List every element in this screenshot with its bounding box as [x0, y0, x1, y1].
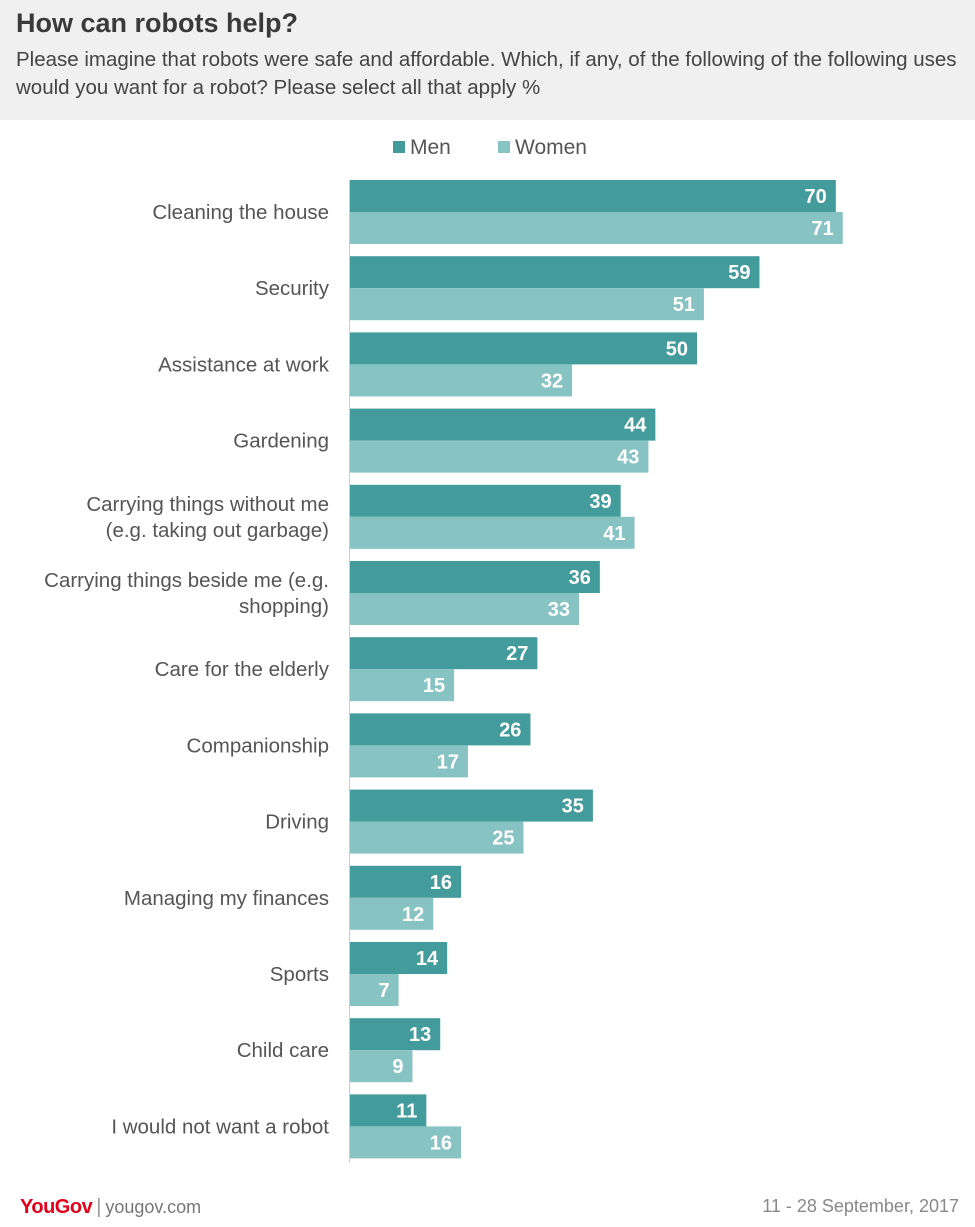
bar-men: [350, 256, 760, 289]
category-label-line: shopping): [239, 595, 329, 618]
data-label-women: 15: [423, 675, 445, 697]
data-label-women: 25: [492, 828, 514, 850]
legend-label-men: Men: [410, 136, 451, 159]
category-label: Cleaning the house: [152, 201, 329, 224]
bar-women: [350, 288, 704, 321]
data-label-men: 39: [589, 491, 611, 513]
category-label: Sports: [270, 963, 329, 986]
bar-women: [350, 745, 468, 778]
data-label-men: 50: [666, 338, 688, 360]
bar-women: [350, 364, 573, 397]
data-label-women: 16: [430, 1132, 452, 1154]
bar-women: [350, 1126, 462, 1159]
category-label: I would not want a robot: [111, 1115, 329, 1138]
data-label-men: 16: [430, 872, 452, 894]
bar-women: [350, 897, 434, 930]
data-label-men: 14: [416, 948, 439, 970]
bar-men: [350, 561, 600, 593]
bar-men: [350, 180, 836, 212]
footer-site: yougov.com: [105, 1197, 202, 1217]
chart-header: How can robots help? Please imagine that…: [0, 0, 975, 120]
category-label-line: Companionship: [187, 734, 329, 757]
category-label: Child care: [237, 1039, 329, 1062]
data-label-women: 71: [811, 218, 833, 240]
bar-women: [350, 212, 843, 244]
footer-date: 11 - 28 September, 2017: [762, 1196, 959, 1216]
category-label-line: Managing my finances: [124, 887, 329, 910]
bar-men: [350, 942, 448, 974]
data-label-women: 9: [392, 1056, 403, 1078]
category-label: Gardening: [233, 430, 329, 453]
data-label-women: 12: [402, 904, 424, 926]
bar-men: [350, 1094, 427, 1127]
chart-legend: Men Women: [0, 136, 975, 162]
footer-branding: YouGov | yougov.com: [20, 1196, 201, 1219]
data-label-men: 70: [805, 186, 827, 208]
bar-men: [350, 1018, 441, 1051]
category-label: Carrying things without me (e.g. taking o…: [86, 493, 329, 542]
category-label-line: Carrying things beside me (e.g.: [44, 569, 329, 592]
category-label: Carrying things beside me (e.g. shopping): [44, 569, 329, 618]
data-label-men: 59: [728, 262, 750, 284]
yougov-logo: YouGov: [20, 1196, 93, 1218]
chart-subtitle: Please imagine that robots were safe and…: [16, 48, 957, 99]
legend-item-women: Women: [498, 136, 587, 160]
bar-chart: Cleaning the house 70 71 Security 59 51 Assist…: [44, 180, 843, 1163]
data-label-women: 32: [541, 370, 563, 392]
data-label-men: 26: [499, 719, 521, 741]
data-label-women: 41: [603, 523, 625, 545]
category-label: Security: [255, 277, 330, 300]
data-label-men: 44: [624, 415, 647, 437]
category-label: Care for the elderly: [155, 658, 330, 681]
category-label-line: Cleaning the house: [152, 201, 329, 224]
data-label-women: 17: [437, 751, 459, 773]
bar-men: [350, 865, 462, 898]
bar-women: [350, 669, 455, 702]
category-label-line: Carrying things without me: [86, 493, 329, 516]
category-label: Assistance at work: [158, 353, 330, 376]
category-label: Driving: [265, 811, 329, 834]
data-label-men: 13: [409, 1024, 431, 1046]
category-label: Managing my finances: [124, 887, 329, 910]
category-label-line: Assistance at work: [158, 353, 330, 376]
category-label: Companionship: [187, 734, 329, 757]
bar-women: [350, 516, 635, 549]
data-label-men: 35: [562, 796, 584, 818]
data-label-men: 27: [506, 643, 528, 665]
data-label-women: 33: [548, 599, 570, 621]
category-label-line: Care for the elderly: [155, 658, 330, 681]
category-label-line: Driving: [265, 811, 329, 834]
category-label-line: Child care: [237, 1039, 329, 1062]
data-label-men: 36: [569, 567, 591, 589]
data-label-women: 43: [617, 447, 639, 469]
bar-men: [350, 637, 538, 670]
bar-women: [350, 593, 580, 625]
bar-women: [350, 1050, 413, 1083]
category-label-line: (e.g. taking out garbage): [106, 519, 329, 542]
data-label-women: 51: [673, 294, 695, 316]
legend-swatch-men: [393, 141, 405, 153]
bar-women: [350, 821, 524, 854]
data-label-women: 7: [378, 980, 389, 1002]
category-label-line: Sports: [270, 963, 329, 986]
bar-men: [350, 484, 621, 517]
bar-men: [350, 332, 697, 365]
footer-separator: |: [96, 1196, 102, 1218]
legend-label-women: Women: [515, 136, 587, 159]
category-label-line: I would not want a robot: [111, 1115, 329, 1138]
data-label-men: 11: [396, 1100, 417, 1122]
bar-men: [350, 713, 531, 746]
category-label-line: Security: [255, 277, 330, 300]
bar-men: [350, 408, 656, 441]
chart-title: How can robots help?: [16, 8, 299, 38]
category-label-line: Gardening: [233, 430, 329, 453]
legend-item-men: Men: [393, 136, 451, 160]
bar-women: [350, 974, 399, 1006]
bar-men: [350, 789, 593, 822]
bar-women: [350, 440, 649, 473]
legend-swatch-women: [498, 141, 510, 153]
